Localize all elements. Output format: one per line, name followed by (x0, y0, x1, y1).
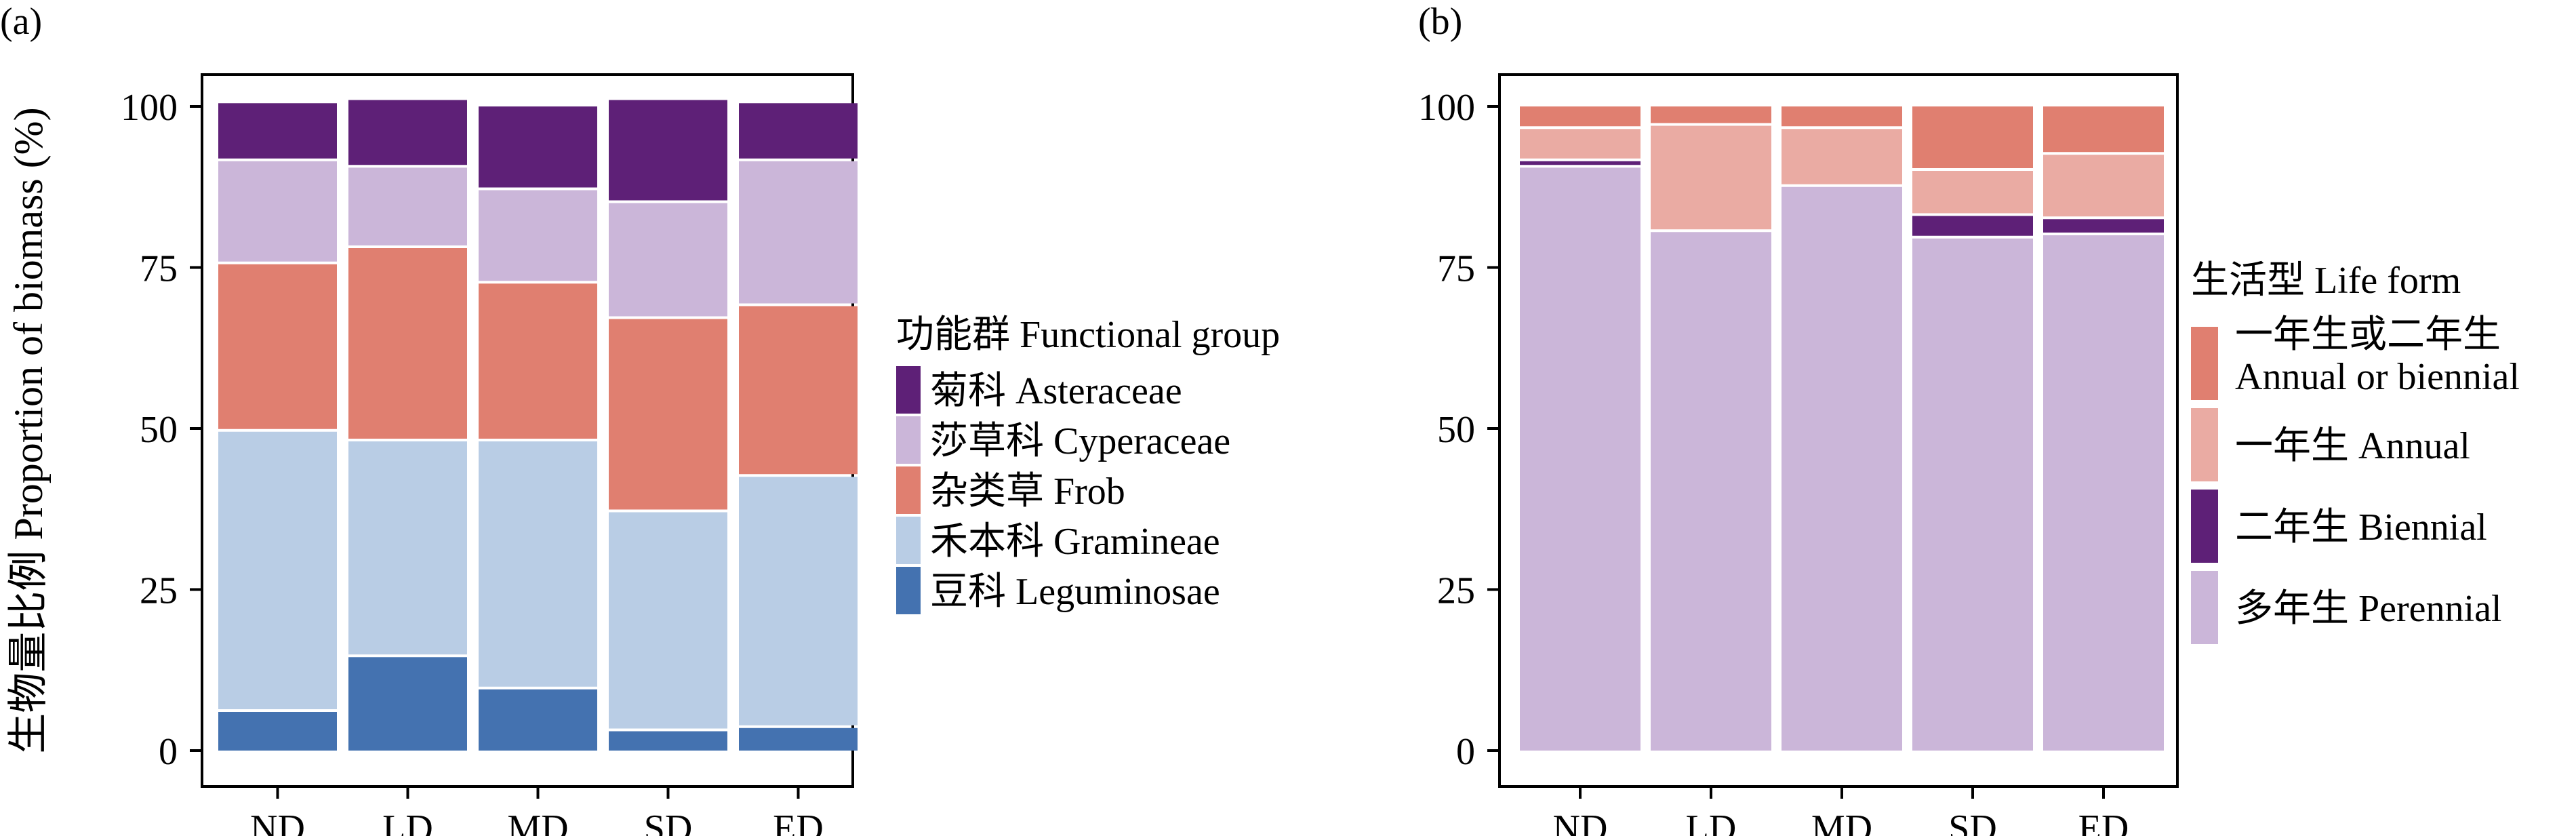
bar-segment-nd-2 (1520, 129, 1641, 159)
legend-swatch-2 (2191, 408, 2218, 481)
x-tick-label: ND (250, 808, 305, 836)
legend-swatch-2 (896, 466, 921, 514)
x-tick-label: MD (507, 808, 568, 836)
x-tick-label: LD (1686, 808, 1737, 836)
legend-title: 功能群 Functional group (896, 314, 1280, 356)
bar-segment-nd-4 (218, 103, 337, 159)
bar-segment-ed-2 (2043, 155, 2164, 217)
legend-swatch-4 (896, 366, 921, 414)
bar-segment-ld-0 (348, 657, 467, 751)
bar-segment-md-3 (1782, 106, 1902, 127)
bar-segment-ld-0 (1651, 232, 1771, 751)
bar-segment-nd-0 (218, 712, 337, 751)
x-tick-label: ND (1553, 808, 1608, 836)
y-tick-label: 75 (140, 248, 178, 290)
x-tick-label: LD (382, 808, 433, 836)
bar-segment-nd-0 (1520, 167, 1641, 751)
y-tick-label: 25 (1437, 570, 1475, 612)
x-tick-label: SD (644, 808, 693, 836)
legend-swatch-3 (2191, 327, 2218, 400)
bar-segment-ed-0 (739, 728, 858, 751)
bar-segment-nd-2 (218, 264, 337, 429)
bar-segment-sd-2 (1912, 171, 2033, 214)
y-tick-label: 50 (140, 409, 178, 451)
bar-segment-nd-3 (218, 161, 337, 262)
bar-segment-ld-3 (348, 167, 467, 245)
bar-segment-ld-1 (348, 441, 467, 655)
legend-label-1: 禾本科 Gramineae (930, 521, 1220, 563)
y-axis-label: 生物量比例 Proportion of biomass (%) (6, 107, 51, 753)
legend-label-0: 多年生 Perennial (2235, 588, 2501, 630)
bar-segment-sd-2 (609, 319, 727, 510)
bar-segment-md-3 (479, 190, 597, 281)
bar-segment-md-4 (479, 106, 597, 188)
legend-swatch-1 (2191, 490, 2218, 563)
bar-segment-md-0 (1782, 186, 1902, 751)
y-tick-label: 50 (1437, 409, 1475, 451)
y-tick-label: 25 (140, 570, 178, 612)
y-tick-label: 75 (1437, 248, 1475, 290)
legend-swatch-0 (896, 567, 921, 614)
bar-segment-ed-2 (739, 306, 858, 475)
legend-label-0: 豆科 Leguminosae (930, 571, 1220, 613)
legend-swatch-3 (896, 416, 921, 464)
legend-title: 生活型 Life form (2191, 260, 2461, 302)
panel-label: (a) (0, 1, 42, 43)
x-tick-label: ED (773, 808, 824, 836)
bar-segment-md-0 (479, 689, 597, 751)
panel-label: (b) (1418, 1, 1462, 43)
x-tick-label: SD (1948, 808, 1997, 836)
bar-segment-ed-0 (2043, 235, 2164, 751)
legend-label-4: 菊科 Asteraceae (930, 370, 1182, 412)
bar-segment-md-2 (479, 283, 597, 439)
y-tick-label: 100 (121, 87, 178, 129)
bar-segment-sd-0 (609, 731, 727, 751)
bar-segment-ld-3 (1651, 106, 1771, 123)
bar-segment-nd-1 (1520, 161, 1641, 165)
plot-frame (1498, 73, 2179, 788)
bar-segment-sd-1 (609, 512, 727, 729)
bar-segment-ed-1 (2043, 219, 2164, 233)
bar-segment-ed-4 (739, 103, 858, 159)
bar-segment-sd-3 (1912, 106, 2033, 168)
legend-label-3: 莎草科 Cyperaceae (930, 420, 1230, 462)
bar-segment-sd-3 (609, 203, 727, 317)
legend-swatch-1 (896, 517, 921, 564)
legend-label-3: 一年生或二年生 Annual or biennial (2235, 314, 2520, 398)
x-tick-label: ED (2078, 808, 2129, 836)
bar-segment-md-2 (1782, 129, 1902, 184)
legend-label-1: 二年生 Biennial (2235, 506, 2487, 549)
bar-segment-md-1 (479, 441, 597, 687)
y-tick-label: 0 (1456, 731, 1475, 773)
bar-segment-nd-1 (218, 431, 337, 709)
y-tick-label: 0 (159, 731, 178, 773)
y-tick-label: 100 (1418, 87, 1475, 129)
bar-segment-ld-4 (348, 100, 467, 165)
bar-segment-ld-2 (1651, 125, 1771, 230)
x-tick-label: MD (1811, 808, 1872, 836)
bar-segment-ed-3 (2043, 106, 2164, 153)
bar-segment-nd-3 (1520, 106, 1641, 127)
bar-segment-sd-0 (1912, 238, 2033, 751)
bar-segment-sd-1 (1912, 216, 2033, 236)
legend-swatch-0 (2191, 571, 2218, 644)
bar-segment-sd-4 (609, 100, 727, 201)
legend-label-2: 杂类草 Frob (930, 471, 1125, 513)
bar-segment-ed-3 (739, 161, 858, 304)
bar-segment-ld-2 (348, 248, 467, 439)
legend-label-2: 一年生 Annual (2235, 425, 2470, 467)
bar-segment-ed-1 (739, 477, 858, 725)
